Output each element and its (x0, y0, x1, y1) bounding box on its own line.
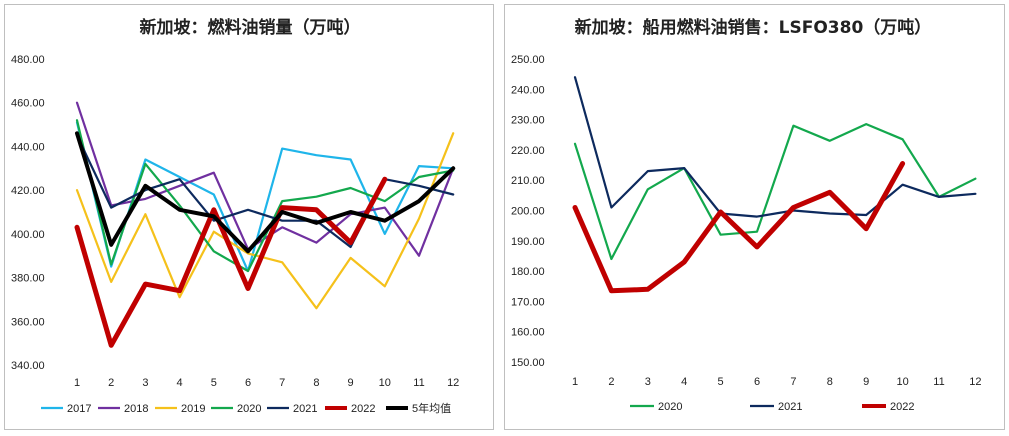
y-tick-label: 180.00 (511, 266, 545, 278)
legend-label: 2022 (890, 401, 914, 413)
y-tick-label: 210.00 (511, 175, 545, 187)
x-tick-label: 12 (969, 376, 981, 388)
legend-item: 2020 (630, 401, 682, 413)
x-tick-label: 3 (645, 376, 651, 388)
legend-item: 2019 (155, 403, 205, 415)
y-tick-label: 150.00 (511, 357, 545, 369)
x-tick-label: 2 (608, 376, 614, 388)
y-tick-label: 230.00 (511, 115, 545, 127)
legend-label: 2017 (67, 403, 91, 415)
legend-item: 2022 (325, 403, 375, 415)
legend-item: 2022 (862, 401, 914, 413)
x-tick-label: 9 (348, 377, 354, 389)
x-tick-label: 6 (754, 376, 760, 388)
y-tick-label: 380.00 (11, 273, 45, 285)
x-tick-label: 5 (211, 377, 217, 389)
chart-panel-lsfo380: 新加坡：船用燃料油销售：LSFO380（万吨） 250.00 240.00 230.0… (504, 4, 1005, 430)
x-tick-label: 7 (279, 377, 285, 389)
legend-label: 2020 (658, 401, 682, 413)
x-tick-label: 10 (379, 377, 391, 389)
y-tick-label: 420.00 (11, 185, 45, 197)
legend-label: 2022 (351, 403, 375, 415)
x-tick-label: 11 (413, 377, 424, 389)
series-line-2021 (573, 76, 977, 218)
y-tick-label: 220.00 (511, 145, 545, 157)
y-tick-label: 440.00 (11, 141, 45, 153)
series-line-2022 (572, 161, 906, 294)
x-tick-label: 4 (681, 376, 687, 388)
x-tick-label: 11 (933, 376, 944, 388)
legend-item: 2018 (98, 403, 148, 415)
y-tick-label: 190.00 (511, 236, 545, 248)
legend-label: 2021 (293, 403, 317, 415)
legend-item: 2021 (750, 401, 802, 413)
y-tick-label: 170.00 (511, 296, 545, 308)
x-tick-label: 5 (718, 376, 724, 388)
x-tick-label: 3 (142, 377, 148, 389)
lsfo380-line-chart: 新加坡：船用燃料油销售：LSFO380（万吨） 250.00 240.00 230.0… (511, 17, 982, 413)
x-tick-label: 4 (177, 377, 183, 389)
y-tick-label: 340.00 (11, 360, 45, 372)
x-tick-label: 6 (245, 377, 251, 389)
series-line-2020 (75, 119, 455, 273)
series-line-2020 (573, 122, 977, 261)
y-tick-label: 200.00 (511, 206, 545, 218)
sales-line-chart: 新加坡：燃料油销量（万吨） 480.00 460.00 440.00 420.00 400… (11, 17, 459, 415)
x-tick-label: 8 (827, 376, 833, 388)
legend-item: 2017 (41, 403, 91, 415)
legend-label: 2018 (124, 403, 148, 415)
chart-title: 新加坡：船用燃料油销售：LSFO380（万吨） (575, 17, 932, 38)
legend-label: 2021 (778, 401, 802, 413)
x-tick-label: 12 (447, 377, 459, 389)
legend-item: 2020 (211, 403, 261, 415)
legend-item: 5年均值 (386, 401, 451, 415)
y-tick-label: 240.00 (511, 84, 545, 96)
series-line-5年均值 (75, 131, 456, 254)
series-line-2019 (75, 132, 455, 310)
y-tick-label: 400.00 (11, 229, 45, 241)
x-tick-label: 9 (863, 376, 869, 388)
x-tick-label: 8 (313, 377, 319, 389)
legend-label: 2020 (237, 403, 261, 415)
y-tick-label: 360.00 (11, 316, 45, 328)
chart-panel-sales: 新加坡：燃料油销量（万吨） 480.00 460.00 440.00 420.00 400… (4, 4, 494, 430)
y-tick-label: 250.00 (511, 54, 545, 66)
x-tick-label: 2 (108, 377, 114, 389)
legend-label: 2019 (181, 403, 205, 415)
y-tick-label: 160.00 (511, 327, 545, 339)
y-tick-label: 480.00 (11, 54, 45, 66)
x-tick-label: 1 (572, 376, 578, 388)
legend-label: 5年均值 (412, 401, 451, 415)
legend-item: 2021 (267, 403, 317, 415)
chart-title: 新加坡：燃料油销量（万吨） (140, 17, 361, 38)
x-tick-label: 7 (790, 376, 796, 388)
x-tick-label: 1 (74, 377, 80, 389)
y-tick-label: 460.00 (11, 98, 45, 110)
series-line-2022 (74, 176, 388, 348)
x-tick-label: 10 (896, 376, 908, 388)
